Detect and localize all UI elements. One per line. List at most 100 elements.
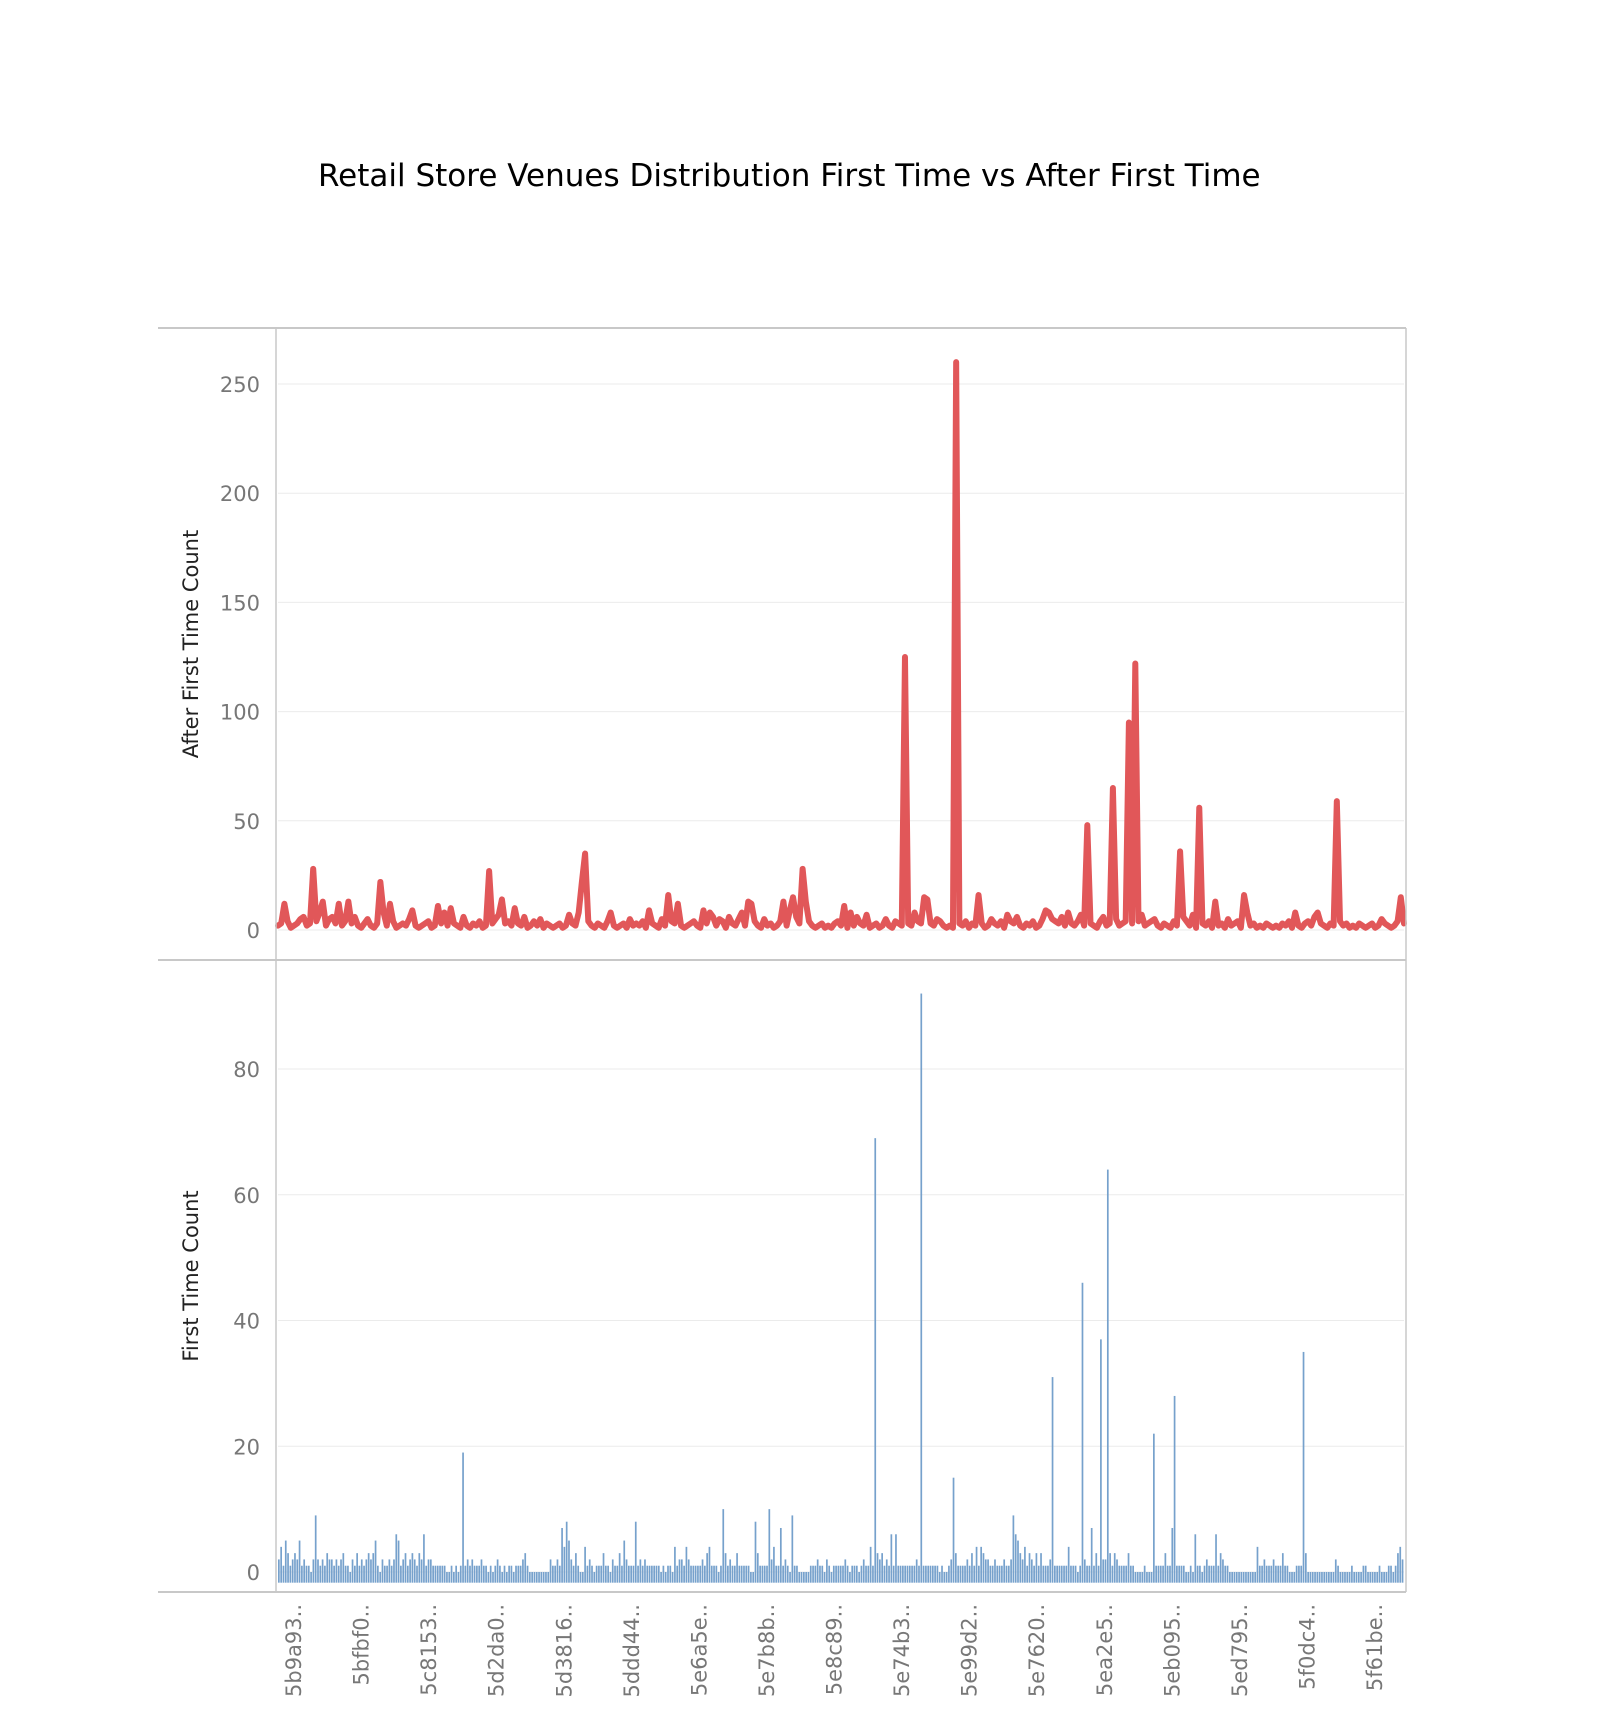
first-time-bar <box>1203 1565 1206 1583</box>
top-panel-gridlines <box>278 383 1404 931</box>
first-time-bar <box>1113 1553 1116 1583</box>
first-time-bar <box>816 1559 819 1583</box>
first-time-bar <box>1323 1572 1326 1583</box>
first-time-bar <box>821 1565 824 1583</box>
first-time-bar <box>1383 1572 1385 1583</box>
first-time-bar <box>1318 1572 1321 1583</box>
first-time-bar <box>798 1572 801 1583</box>
first-time-bar <box>404 1553 407 1583</box>
x-tick-label: 5b9a93.. <box>282 1604 306 1697</box>
first-time-bar <box>701 1559 704 1583</box>
first-time-bar <box>1367 1572 1369 1583</box>
first-time-bar <box>1344 1572 1346 1583</box>
bottom-panel-y-ticks: 0 20 40 60 80 <box>233 1058 260 1585</box>
first-time-bar <box>858 1572 860 1583</box>
first-time-bar <box>1051 1377 1054 1583</box>
first-time-bar <box>793 1565 796 1583</box>
first-time-bar <box>899 1565 902 1583</box>
first-time-bar <box>752 1572 755 1583</box>
first-time-bar <box>519 1565 522 1583</box>
first-time-bar <box>773 1546 775 1583</box>
first-time-bar <box>1387 1565 1390 1583</box>
first-time-bar <box>950 1559 953 1583</box>
first-time-bar <box>381 1559 384 1583</box>
first-time-bar <box>289 1565 292 1583</box>
first-time-bar <box>1139 1572 1141 1583</box>
first-time-bar <box>906 1565 909 1583</box>
first-time-bar <box>1171 1527 1174 1583</box>
first-time-bar <box>957 1565 959 1583</box>
first-time-bar <box>1261 1565 1263 1583</box>
first-time-bar <box>1109 1553 1111 1583</box>
first-time-bar <box>1150 1572 1153 1583</box>
first-time-bar <box>367 1553 370 1583</box>
first-time-bar <box>1233 1572 1236 1583</box>
first-time-bar <box>1270 1565 1273 1583</box>
first-time-bar <box>683 1565 685 1583</box>
x-tick-label: 5d2da0.. <box>485 1604 509 1697</box>
chart-title: Retail Store Venues Distribution First T… <box>318 158 1261 194</box>
first-time-bar <box>959 1565 962 1583</box>
x-tick-label: 5f61be.. <box>1363 1604 1387 1691</box>
first-time-bar <box>586 1565 589 1583</box>
first-time-bar <box>720 1565 722 1583</box>
first-time-panel: 0 20 40 60 80 First Time Count <box>179 993 1404 1585</box>
first-time-bar <box>872 1565 874 1583</box>
first-time-bar <box>326 1553 329 1583</box>
first-time-bar <box>1380 1572 1383 1583</box>
first-time-bar <box>706 1553 708 1583</box>
first-time-bar <box>455 1565 457 1583</box>
x-tick-label: 5c8153.. <box>417 1604 441 1696</box>
first-time-bar <box>1040 1553 1042 1583</box>
first-time-bar <box>464 1565 467 1583</box>
first-time-bar <box>897 1565 900 1583</box>
first-time-bar <box>646 1565 649 1583</box>
first-time-bar <box>991 1565 994 1583</box>
first-time-bar <box>823 1572 826 1583</box>
first-time-bar <box>413 1559 416 1583</box>
first-time-bar <box>595 1565 598 1583</box>
first-time-bar <box>1199 1565 1201 1583</box>
first-time-bar <box>1288 1572 1291 1583</box>
first-time-bar <box>1226 1565 1229 1583</box>
first-time-bar <box>722 1509 725 1583</box>
first-time-bar <box>501 1572 504 1583</box>
first-time-bar <box>406 1565 409 1583</box>
first-time-bar <box>1215 1534 1217 1583</box>
x-tick-label: 5e99d2.. <box>958 1604 982 1697</box>
first-time-bar <box>517 1565 520 1583</box>
bottom-y-axis-title: First Time Count <box>179 1190 203 1361</box>
first-time-bar <box>1173 1395 1176 1583</box>
first-time-bar <box>1083 1559 1086 1583</box>
first-time-bar <box>756 1553 759 1583</box>
first-time-bar <box>768 1509 771 1583</box>
first-time-bar <box>1281 1553 1284 1583</box>
first-time-bar <box>888 1565 890 1583</box>
first-time-bar <box>630 1565 633 1583</box>
first-time-bar <box>565 1521 568 1583</box>
first-time-bar <box>411 1553 414 1583</box>
first-time-bar <box>1357 1572 1360 1583</box>
first-time-bar <box>934 1565 936 1583</box>
first-time-bar <box>1010 1559 1012 1583</box>
first-time-bar <box>994 1559 996 1583</box>
first-time-bar <box>356 1553 358 1583</box>
first-time-bar <box>291 1559 294 1583</box>
x-tick-label: 5eb095.. <box>1160 1604 1184 1697</box>
first-time-bar <box>598 1565 600 1583</box>
first-time-bar <box>876 1553 879 1583</box>
first-time-bar <box>303 1559 306 1583</box>
first-time-bar <box>964 1565 966 1583</box>
first-time-bar <box>724 1553 727 1583</box>
first-time-bar <box>397 1540 400 1583</box>
first-time-bar <box>1056 1565 1058 1583</box>
first-time-bar <box>512 1572 515 1583</box>
first-time-bar <box>1067 1546 1070 1583</box>
first-time-bar <box>535 1572 538 1583</box>
x-tick-label: 5e8c89.. <box>823 1604 847 1695</box>
top-panel-y-ticks: 0 50 100 150 200 250 <box>220 373 260 943</box>
first-time-bar <box>1049 1559 1052 1583</box>
first-time-bar <box>317 1559 319 1583</box>
first-time-bar <box>1014 1534 1017 1583</box>
first-time-bar <box>1127 1553 1130 1583</box>
